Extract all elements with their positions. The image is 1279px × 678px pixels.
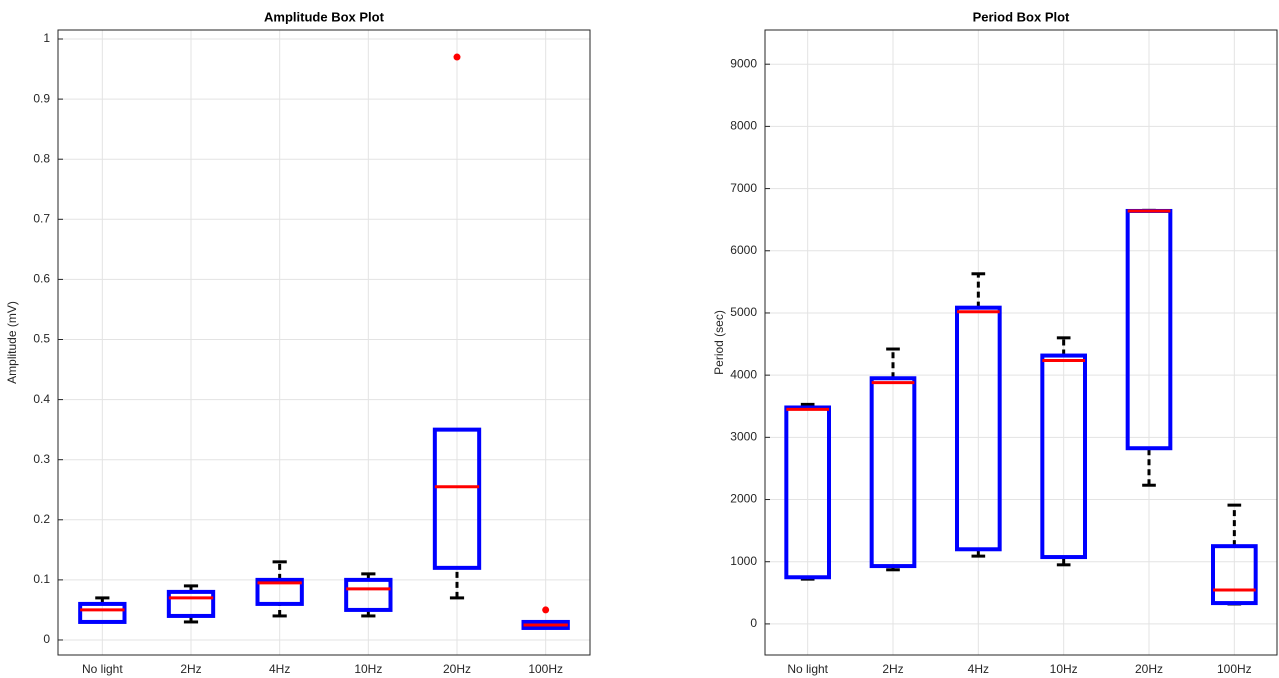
y-tick-label: 1	[43, 31, 50, 45]
box	[432, 427, 482, 570]
x-tick-label: 10Hz	[354, 662, 382, 676]
y-tick-label: 0.1	[33, 572, 50, 586]
box	[1040, 353, 1088, 560]
box	[784, 405, 831, 580]
x-tick-label: No light	[787, 662, 828, 676]
y-tick-label: 0	[750, 616, 757, 630]
x-tick-label: 10Hz	[1050, 662, 1078, 676]
box	[166, 589, 216, 618]
y-tick-label: 3000	[730, 430, 757, 444]
axes-frame	[764, 29, 1278, 656]
x-tick-label: 4Hz	[968, 662, 989, 676]
y-tick-label: 8000	[730, 119, 757, 133]
x-tick-label: 20Hz	[443, 662, 471, 676]
box	[255, 577, 304, 606]
y-axis-label: Amplitude (mV)	[5, 301, 19, 384]
y-tick-label: 4000	[730, 367, 757, 381]
box	[78, 601, 127, 624]
outlier	[542, 606, 550, 614]
y-tick-label: 0.5	[33, 332, 50, 346]
y-tick-label: 0.4	[33, 392, 50, 406]
x-tick-label: 4Hz	[269, 662, 290, 676]
box	[869, 376, 917, 569]
y-tick-label: 0.7	[33, 211, 50, 225]
x-tick-label: 100Hz	[528, 662, 563, 676]
x-tick-label: 2Hz	[882, 662, 903, 676]
box	[1211, 544, 1258, 606]
y-tick-label: 0.8	[33, 151, 50, 165]
y-tick-label: 0	[43, 632, 50, 646]
y-tick-label: 0.3	[33, 452, 50, 466]
y-tick-label: 6000	[730, 243, 757, 257]
y-tick-label: 1000	[730, 554, 757, 568]
x-tick-label: 2Hz	[180, 662, 201, 676]
box	[344, 577, 393, 612]
y-tick-label: 5000	[730, 305, 757, 319]
box	[955, 305, 1002, 552]
y-tick-label: 9000	[730, 56, 757, 70]
y-tick-label: 0.2	[33, 512, 50, 526]
y-tick-label: 7000	[730, 181, 757, 195]
y-tick-label: 2000	[730, 492, 757, 506]
outlier	[453, 53, 461, 61]
chart-title: Amplitude Box Plot	[264, 9, 385, 24]
y-tick-label: 0.6	[33, 272, 50, 286]
x-tick-label: No light	[82, 662, 123, 676]
chart-title: Period Box Plot	[973, 9, 1070, 24]
x-tick-label: 20Hz	[1135, 662, 1163, 676]
axes-frame	[57, 29, 591, 656]
y-tick-label: 0.9	[33, 91, 50, 105]
y-axis-label: Period (sec)	[712, 310, 726, 375]
x-tick-label: 100Hz	[1217, 662, 1252, 676]
